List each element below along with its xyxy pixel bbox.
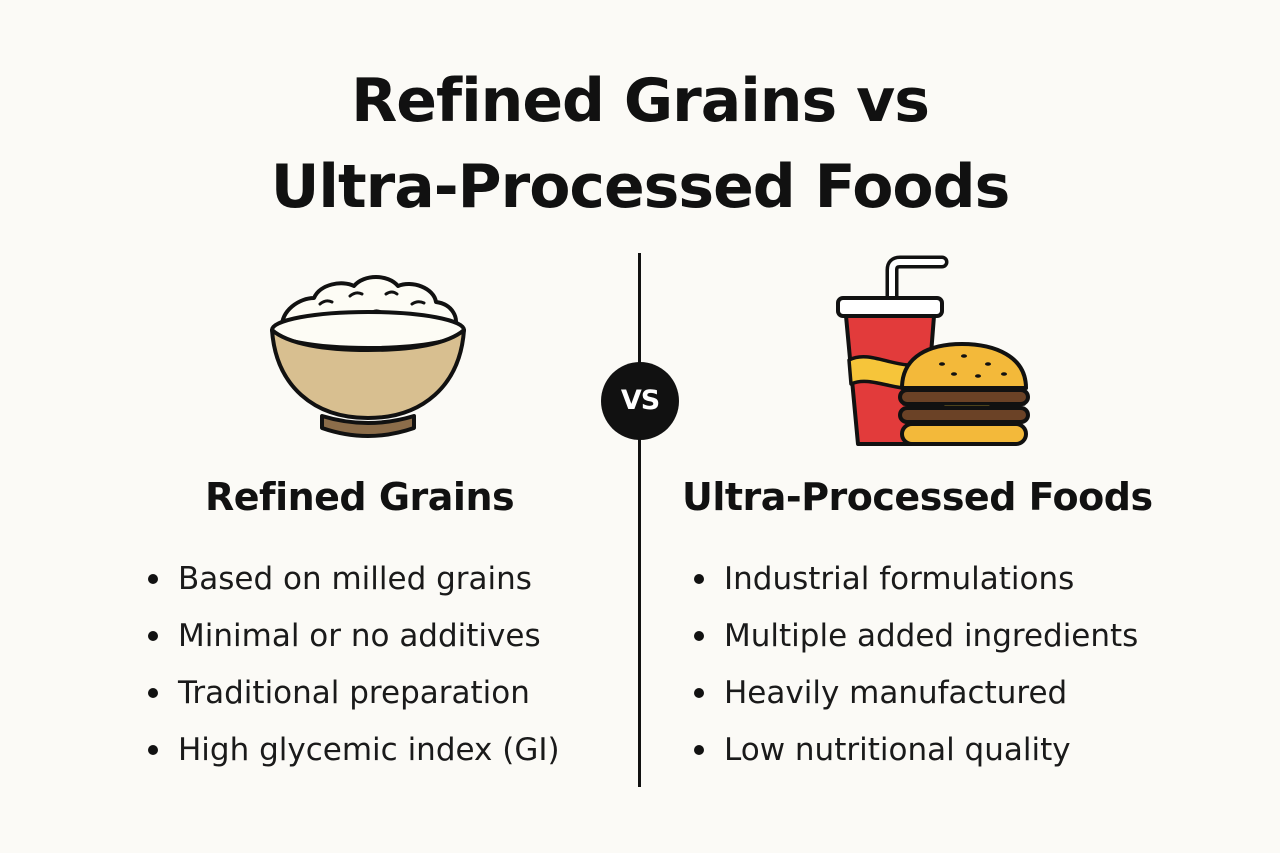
refined-grains-list: Based on milled grains Minimal or no add… [148, 550, 560, 778]
rice-bowl-icon [270, 275, 466, 438]
title-line-1: Refined Grains vs [351, 66, 930, 136]
ultra-processed-list: Industrial formulations Multiple added i… [694, 550, 1138, 778]
soda-and-burger-icon [836, 255, 1030, 446]
list-item: Minimal or no additives [148, 607, 560, 664]
bowl-base [320, 414, 416, 438]
straw [889, 259, 945, 311]
burger-bottom-bun [900, 422, 1028, 446]
page-title: Refined Grains vs Ultra-Processed Foods [0, 58, 1280, 230]
center-divider [638, 253, 641, 787]
bullet-dot [694, 573, 704, 584]
list-item: High glycemic index (GI) [148, 721, 560, 778]
vs-badge: VS [601, 362, 679, 440]
list-item-text: Industrial formulations [724, 560, 1075, 597]
list-item: Based on milled grains [148, 550, 560, 607]
bullet-dot [148, 744, 158, 755]
bullet-dot [694, 630, 704, 641]
list-item-text: Based on milled grains [178, 560, 532, 597]
bullet-dot [148, 573, 158, 584]
list-item: Low nutritional quality [694, 721, 1138, 778]
sesame-seeds [939, 354, 1007, 378]
bullet-dot [148, 630, 158, 641]
list-item-text: Minimal or no additives [178, 617, 541, 654]
burger-patty-bottom [898, 406, 1030, 424]
list-item-text: Low nutritional quality [724, 731, 1071, 768]
list-item: Industrial formulations [694, 550, 1138, 607]
bullet-dot [148, 687, 158, 698]
bullet-dot [694, 687, 704, 698]
burger-patty-top [898, 388, 1030, 406]
cup-lid [836, 296, 944, 318]
burger-top-bun [900, 342, 1028, 390]
list-item-text: High glycemic index (GI) [178, 731, 560, 768]
list-item-text: Traditional preparation [178, 674, 530, 711]
bullet-dot [694, 744, 704, 755]
list-item: Multiple added ingredients [694, 607, 1138, 664]
list-item: Traditional preparation [148, 664, 560, 721]
refined-grains-heading: Refined Grains [205, 475, 515, 519]
title-line-2: Ultra-Processed Foods [270, 152, 1011, 222]
list-item: Heavily manufactured [694, 664, 1138, 721]
list-item-text: Multiple added ingredients [724, 617, 1139, 654]
bowl-body [270, 328, 466, 420]
ultra-processed-heading: Ultra-Processed Foods [682, 475, 1153, 519]
list-item-text: Heavily manufactured [724, 674, 1068, 711]
